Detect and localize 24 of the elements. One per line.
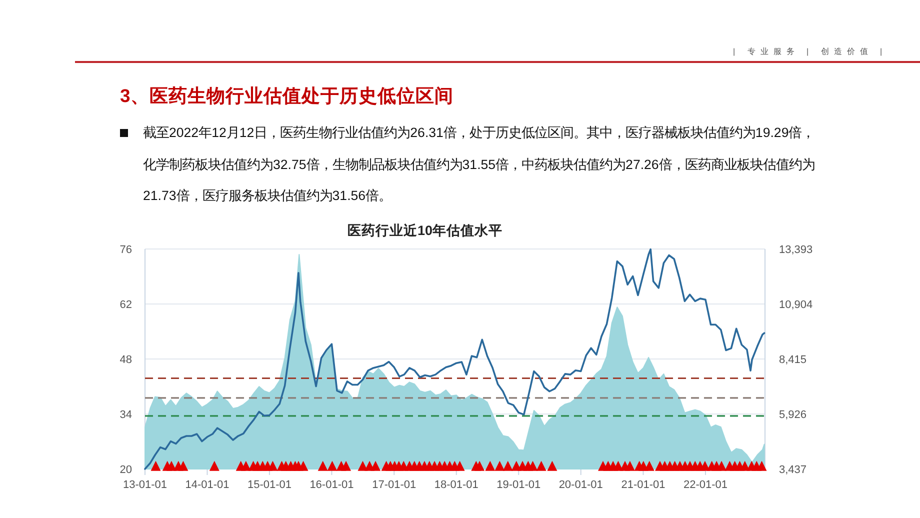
x-tick-label: 15-01-01: [247, 479, 292, 491]
x-tick-label: 21-01-01: [621, 479, 666, 491]
x-tick-label: 14-01-01: [185, 479, 230, 491]
text: 截至2022年12月12日，医药生物行业估值约为26.31倍，处于历史低位区间。其中，医疗器械板块估值约为19.29倍，化学制药板块估值约为32.75倍，生物制品板块估值约为31.55倍，中药板块估值约为27.26倍，医药商业板块估值约为21.73倍，医疗服务板块估值约为31.56倍。: [143, 125, 815, 203]
x-tick-label: 19-01-01: [496, 479, 541, 491]
x-tick-label: 20-01-01: [558, 479, 603, 491]
y-tick-label: 76: [120, 244, 132, 256]
y-tick-label: 62: [120, 299, 132, 311]
x-tick-label: 13-01-01: [122, 479, 168, 491]
y-tick-label: 20: [120, 464, 132, 476]
y2-tick-label: 5,926: [779, 409, 807, 421]
y-tick-label: 48: [120, 354, 132, 366]
chart-title: 医药行业近10年估值水平: [347, 223, 503, 238]
y2-tick-label: 8,415: [779, 354, 807, 366]
y2-tick-label: 13,393: [779, 244, 813, 256]
y2-tick-label: 10,904: [779, 299, 813, 311]
y-tick-label: 34: [120, 409, 132, 421]
text: | 专业服务 | 创造价值 |: [733, 46, 888, 58]
x-tick-label: 16-01-01: [310, 479, 354, 491]
y2-tick-label: 3,437: [779, 464, 807, 476]
x-tick-label: 18-01-01: [434, 479, 478, 491]
x-tick-label: 22-01-01: [683, 479, 728, 491]
text: 3、医药生物行业估值处于历史低位区间: [120, 84, 454, 108]
x-tick-label: 17-01-01: [372, 479, 416, 491]
